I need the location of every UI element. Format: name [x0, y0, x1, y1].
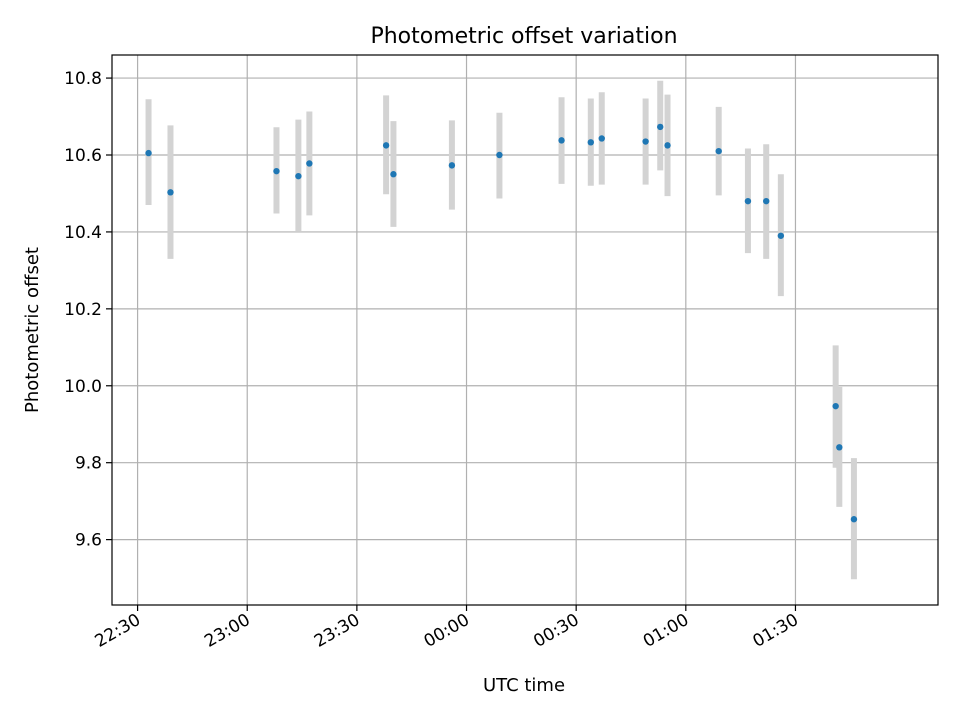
x-tick-label: 01:00: [640, 610, 692, 652]
data-point: [777, 232, 785, 239]
grid: [112, 55, 938, 605]
chart-title: Photometric offset variation: [370, 24, 677, 49]
data-point: [715, 147, 722, 155]
y-tick-label: 10.2: [64, 300, 102, 320]
y-tick-label: 10.8: [64, 69, 102, 89]
data-point: [587, 139, 594, 146]
x-tick-label: 23:00: [201, 610, 253, 652]
data-point: [448, 162, 456, 169]
y-axis-ticks: 9.6 9.8 10.0 10.2 10.4 10.6 10.8: [64, 69, 112, 551]
x-tick-label: 00:00: [421, 610, 473, 652]
data-point: [295, 172, 302, 180]
data-point: [390, 171, 397, 178]
y-tick-label: 10.4: [64, 223, 102, 243]
x-axis-ticks: 22:30 23:00 23:30 00:00 00:30 01:00 01:30: [92, 605, 802, 652]
data-point: [382, 142, 390, 149]
data-point: [496, 151, 503, 159]
data-point: [558, 137, 565, 144]
data-point: [832, 402, 839, 410]
x-tick-label: 01:30: [750, 610, 802, 652]
x-tick-label: 00:30: [530, 610, 582, 652]
data-point: [598, 135, 605, 142]
y-tick-label: 10.6: [64, 146, 102, 166]
x-axis-label: UTC time: [483, 675, 565, 696]
data-point: [306, 160, 313, 167]
data-point: [744, 197, 752, 205]
data-point: [642, 138, 649, 145]
data-point: [657, 123, 664, 131]
data-point: [664, 142, 671, 149]
data-points: [145, 123, 858, 523]
y-axis-label: Photometric offset: [22, 247, 43, 413]
data-point: [850, 516, 858, 523]
data-point: [763, 197, 770, 205]
data-point: [145, 149, 152, 157]
x-tick-label: 23:30: [311, 610, 363, 652]
data-point: [273, 167, 280, 175]
x-tick-label: 22:30: [92, 610, 144, 652]
y-tick-label: 9.6: [75, 531, 102, 551]
data-point: [167, 189, 174, 196]
y-tick-label: 10.0: [64, 377, 102, 397]
plot-frame: [111, 54, 939, 606]
y-tick-label: 9.8: [75, 454, 102, 474]
data-point: [836, 444, 843, 451]
